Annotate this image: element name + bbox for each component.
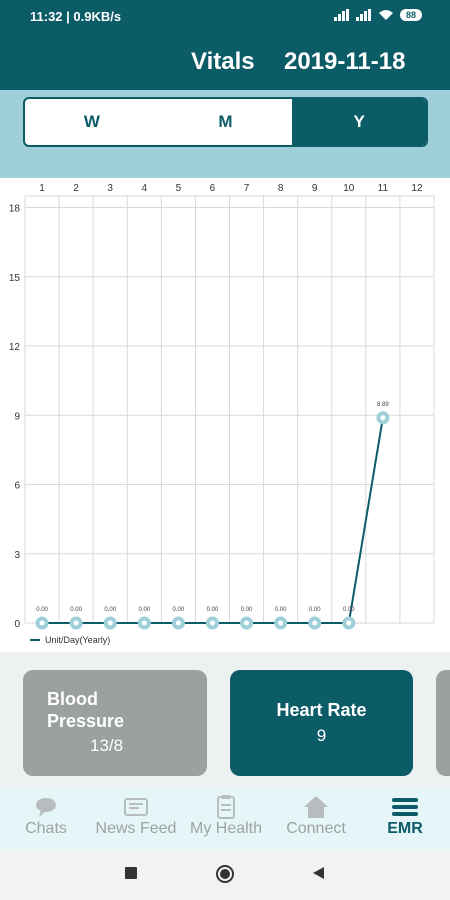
signal-icon-2 bbox=[355, 9, 371, 21]
heart-rate-card[interactable]: Heart Rate 9 bbox=[230, 670, 413, 776]
chat-bubble-icon bbox=[36, 798, 56, 817]
nav-chats-label: Chats bbox=[25, 820, 67, 837]
back-triangle-icon[interactable] bbox=[311, 866, 325, 880]
x-tick-label: 2 bbox=[73, 183, 79, 194]
x-tick-label: 8 bbox=[278, 183, 284, 194]
x-tick-label: 6 bbox=[210, 183, 216, 194]
status-bar: 11:32 | 0.9KB/s 88 bbox=[0, 0, 450, 34]
data-label: 0.00 bbox=[309, 607, 321, 613]
data-point-center bbox=[346, 620, 352, 626]
data-label: 0.00 bbox=[275, 607, 287, 613]
y-tick-label: 6 bbox=[14, 481, 20, 492]
bottom-navigation: Chats News Feed My Health Connect EMR bbox=[0, 788, 450, 850]
clipboard-icon bbox=[217, 795, 235, 819]
nav-connect-label: Connect bbox=[286, 820, 346, 837]
header-date[interactable]: 2019-11-18 bbox=[284, 48, 406, 75]
blood-pressure-card[interactable]: Blood Pressure 13/8 bbox=[23, 670, 207, 776]
app-header: Vitals 2019-11-18 bbox=[0, 34, 450, 90]
data-point-center bbox=[209, 620, 215, 626]
tab-month[interactable]: M bbox=[218, 112, 233, 131]
page-title: Vitals bbox=[191, 48, 255, 75]
data-label: 0.00 bbox=[104, 607, 116, 613]
heart-rate-value: 9 bbox=[316, 726, 327, 745]
x-tick-label: 11 bbox=[378, 183, 389, 194]
data-point-center bbox=[39, 620, 45, 626]
data-point-center bbox=[312, 620, 318, 626]
data-label: 0.00 bbox=[70, 607, 82, 613]
y-tick-label: 9 bbox=[14, 411, 20, 422]
vitals-chart: 0 3 6 9 12 15 18 1 2 3 4 5 6 7 8 9 10 11 12 0.00 0.00 0.00 0.0… bbox=[0, 178, 450, 652]
system-navigation-bar bbox=[0, 850, 450, 900]
nav-my-health-label: My Health bbox=[189, 820, 263, 837]
battery-icon: 88 bbox=[399, 9, 422, 21]
tab-week[interactable]: W bbox=[83, 112, 100, 131]
x-tick-label: 12 bbox=[411, 183, 423, 194]
x-tick-label: 1 bbox=[39, 183, 45, 194]
nav-connect[interactable]: Connect bbox=[279, 794, 353, 838]
legend-swatch bbox=[30, 639, 40, 641]
data-label: 0.00 bbox=[343, 607, 355, 613]
wifi-icon bbox=[378, 10, 393, 20]
next-card-peek[interactable] bbox=[436, 670, 450, 776]
y-tick-label: 12 bbox=[9, 342, 21, 353]
nav-emr[interactable]: EMR bbox=[378, 794, 432, 838]
data-point-center bbox=[175, 620, 181, 626]
period-selector-area: W M Y bbox=[0, 90, 450, 178]
data-label: 8.89 bbox=[377, 402, 389, 408]
blood-pressure-title: Blood Pressure bbox=[47, 689, 125, 731]
news-feed-icon bbox=[124, 798, 148, 816]
legend-label: Unit/Day(Yearly) bbox=[45, 635, 111, 645]
x-tick-label: 5 bbox=[176, 183, 182, 194]
data-label: 0.00 bbox=[207, 607, 219, 613]
menu-icon bbox=[392, 798, 418, 816]
period-segmented-control: W M Y bbox=[23, 97, 428, 147]
home-icon bbox=[304, 796, 328, 818]
status-time-speed: 11:32 | 0.9KB/s bbox=[30, 9, 122, 24]
signal-icon bbox=[333, 9, 349, 21]
data-point-center bbox=[107, 620, 113, 626]
x-tick-label: 9 bbox=[312, 183, 318, 194]
data-point-center bbox=[73, 620, 79, 626]
nav-news-feed[interactable]: News Feed bbox=[90, 794, 182, 838]
data-point-center bbox=[244, 620, 250, 626]
y-tick-label: 0 bbox=[14, 619, 20, 630]
nav-emr-label: EMR bbox=[387, 820, 423, 837]
x-tick-label: 4 bbox=[142, 183, 148, 194]
data-label: 0.00 bbox=[138, 607, 150, 613]
y-tick-label: 3 bbox=[14, 550, 20, 561]
heart-rate-title: Heart Rate bbox=[276, 700, 367, 720]
tab-year[interactable]: Y bbox=[292, 99, 426, 145]
data-label: 0.00 bbox=[241, 607, 253, 613]
home-circle-icon[interactable] bbox=[215, 864, 235, 884]
nav-news-feed-label: News Feed bbox=[95, 820, 177, 837]
data-point-center bbox=[141, 620, 147, 626]
data-point-center bbox=[278, 620, 284, 626]
x-tick-label: 10 bbox=[343, 183, 355, 194]
chart-legend: Unit/Day(Yearly) bbox=[30, 635, 110, 645]
status-icons: 88 bbox=[333, 9, 422, 21]
nav-chats[interactable]: Chats bbox=[18, 794, 74, 838]
x-tick-label: 3 bbox=[107, 183, 113, 194]
data-point-center bbox=[380, 415, 386, 421]
y-tick-label: 18 bbox=[9, 204, 21, 215]
x-tick-label: 7 bbox=[244, 183, 250, 194]
nav-my-health[interactable]: My Health bbox=[183, 794, 269, 838]
vital-cards: Blood Pressure 13/8 Heart Rate 9 bbox=[0, 660, 450, 788]
data-label: 0.00 bbox=[36, 607, 48, 613]
data-label: 0.00 bbox=[173, 607, 185, 613]
recents-square-icon[interactable] bbox=[124, 866, 138, 880]
y-tick-label: 15 bbox=[9, 273, 21, 284]
blood-pressure-value: 13/8 bbox=[90, 736, 124, 755]
